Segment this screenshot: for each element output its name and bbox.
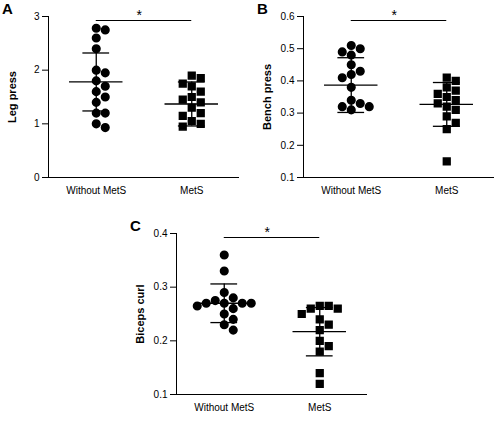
svg-text:Biceps curl: Biceps curl [134,284,146,343]
svg-text:0.2: 0.2 [154,335,168,346]
svg-text:0.6: 0.6 [281,11,295,22]
html-text:C: C [130,217,141,234]
svg-text:Bench press: Bench press [261,64,273,130]
svg-text:0: 0 [34,172,40,183]
svg-text:MetS: MetS [180,185,204,196]
svg-text:*: * [264,224,270,240]
html-text:A: A [2,0,13,17]
svg-text:MetS: MetS [308,402,332,413]
html-text:B: B [257,0,268,17]
svg-text:3: 3 [34,11,40,22]
svg-text:Leg press: Leg press [6,71,18,123]
svg-text:*: * [136,7,142,23]
svg-text:1: 1 [34,118,40,129]
svg-text:Without MetS: Without MetS [321,185,381,196]
svg-text:0.5: 0.5 [281,43,295,54]
svg-text:0.2: 0.2 [281,140,295,151]
svg-text:0.4: 0.4 [281,75,295,86]
svg-text:*: * [391,7,397,23]
svg-text:0.4: 0.4 [154,228,168,239]
svg-text:0.3: 0.3 [281,107,295,118]
svg-text:Without MetS: Without MetS [194,402,254,413]
svg-text:0.1: 0.1 [281,172,295,183]
svg-text:0.1: 0.1 [154,389,168,400]
svg-text:Without MetS: Without MetS [66,185,126,196]
svg-text:MetS: MetS [435,185,459,196]
svg-text:0.3: 0.3 [154,281,168,292]
svg-text:2: 2 [34,64,40,75]
